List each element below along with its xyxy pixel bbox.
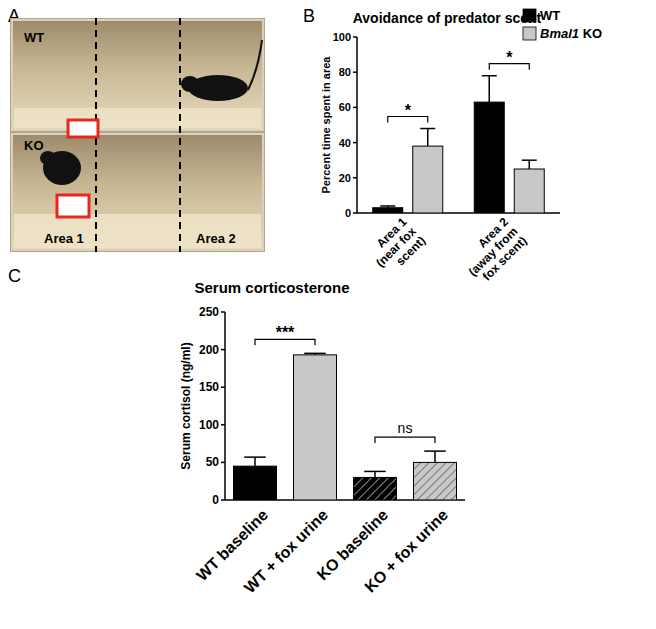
chart: Serum corticosterone 0 50 100 150 200 250 Serum… [179, 279, 465, 596]
photo-bg [10, 18, 265, 252]
y-tick-label: 0 [345, 207, 351, 219]
significance-label: *** [276, 324, 295, 341]
mouse-head [181, 76, 199, 92]
bar [514, 169, 544, 213]
cage [12, 134, 263, 250]
panel-label: C [8, 266, 21, 286]
y-tick [353, 36, 357, 38]
bar [413, 146, 443, 213]
x-tick-label-line: WT + fox urine [241, 506, 331, 596]
error-cap [244, 456, 266, 458]
chart-title: Avoidance of predator scent [353, 10, 542, 26]
legend-swatch [523, 9, 536, 22]
y-tick-label: 40 [339, 137, 351, 149]
x-tick-label-line: fox scent) [480, 234, 530, 284]
bar [474, 102, 504, 213]
y-tick [353, 212, 357, 214]
error-cap [380, 205, 395, 207]
bar [294, 355, 337, 500]
photo-label: Area 2 [196, 231, 236, 246]
y-tick [353, 71, 357, 73]
error-cap [304, 353, 326, 355]
bar [373, 208, 403, 213]
bars [373, 76, 545, 213]
y-tick [221, 386, 225, 388]
legend-label-part: KO [579, 26, 602, 41]
significance-bracket [375, 437, 435, 443]
x-tick-label: KO + fox urine [361, 506, 451, 596]
error-cap [424, 450, 446, 452]
y-tick-label: 100 [333, 31, 351, 43]
bar [234, 466, 277, 500]
figure: ABCWTKOArea 1Area 2Avoidance of predator… [0, 0, 656, 629]
y-axis [356, 37, 358, 213]
error-bar [374, 471, 376, 477]
y-tick [221, 349, 225, 351]
y-tick [221, 311, 225, 313]
legend-label: WT [540, 8, 560, 23]
significance-label: * [506, 49, 513, 66]
bars [234, 353, 457, 500]
cage [12, 20, 263, 130]
y-tick-label: 20 [339, 172, 351, 184]
panel-label: B [303, 6, 315, 26]
y-tick-label: 0 [212, 493, 219, 507]
error-bar [489, 76, 491, 102]
y-tick [353, 107, 357, 109]
x-tick-label: Area 2(away fromfox scent) [456, 215, 530, 289]
y-tick [353, 177, 357, 179]
error-bar [427, 129, 429, 147]
y-tick-label: 150 [199, 380, 219, 394]
legend-label-part: Bmal1 [540, 26, 579, 41]
error-cap [364, 471, 386, 473]
y-axis [224, 312, 226, 500]
y-tick-label: 80 [339, 66, 351, 78]
chart-title: Serum corticosterone [194, 279, 349, 296]
x-tick-label: WT + fox urine [241, 506, 331, 596]
y-axis-label: Serum cortisol (ng/ml) [179, 342, 193, 469]
y-tick [221, 424, 225, 426]
significance-label: * [405, 102, 412, 119]
photo-label: KO [24, 138, 44, 153]
error-bar [434, 451, 436, 462]
y-tick-label: 100 [199, 418, 219, 432]
scent-marker [68, 120, 98, 137]
area-divider [179, 18, 181, 252]
x-tick-label: Area 1(near foxscent) [364, 215, 429, 280]
y-tick [353, 142, 357, 144]
scent-marker [57, 195, 89, 217]
photo-label: Area 1 [44, 231, 84, 246]
error-cap [482, 75, 497, 77]
y-tick-label: 200 [199, 343, 219, 357]
y-tick-label: 250 [199, 305, 219, 319]
error-bar [529, 160, 531, 169]
bedding [14, 108, 261, 128]
legend-label: Bmal1 KO [540, 26, 602, 41]
chart: Avoidance of predator scent 0 20 40 60 80 100 P… [320, 8, 602, 288]
error-cap [522, 159, 537, 161]
legend-swatch [523, 27, 536, 40]
y-tick [221, 499, 225, 501]
y-tick-label: 50 [206, 455, 220, 469]
bar [414, 462, 457, 500]
photo: WT KO Area 1 Area 2 [10, 18, 265, 252]
error-cap [420, 128, 435, 130]
x-tick-label-line: scent) [393, 234, 428, 269]
y-tick-label: 60 [339, 101, 351, 113]
y-tick [221, 462, 225, 464]
error-bar [254, 457, 256, 466]
mouse-tail [248, 40, 262, 90]
y-axis-label: Percent time spent in area [320, 56, 332, 194]
significance-label: ns [398, 420, 413, 436]
photo-label: WT [24, 30, 44, 45]
bar [354, 477, 397, 500]
x-tick-label-line: KO + fox urine [361, 506, 451, 596]
bedding [14, 214, 261, 248]
mouse-head [40, 151, 56, 165]
